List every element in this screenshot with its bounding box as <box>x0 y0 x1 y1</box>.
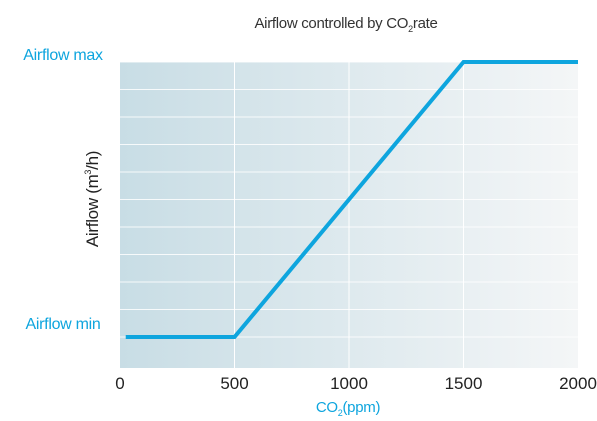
x-tick-label: 1000 <box>330 374 368 393</box>
x-axis-label-subscript: 2 <box>338 408 343 418</box>
airflow-series-line <box>125 60 578 339</box>
y-axis-label-tail: /h) <box>83 151 102 170</box>
vertical-gridlines <box>234 62 464 368</box>
chart-title-tail: rate <box>413 15 438 32</box>
x-tick-label: 0 <box>115 374 124 393</box>
y-axis-label-superscript: 3 <box>83 170 93 175</box>
y-axis-label: Airflow (m3/h) <box>83 151 102 247</box>
x-axis-label: CO2(ppm) <box>316 399 381 418</box>
chart-title: Airflow controlled by CO2rate <box>254 15 437 34</box>
x-tick-label: 1500 <box>445 374 483 393</box>
x-axis-label-tail: (ppm) <box>342 399 380 416</box>
airflow-min-label: Airflow min <box>26 316 101 333</box>
x-tick-label: 500 <box>220 374 248 393</box>
x-tick-label: 2000 <box>559 374 597 393</box>
chart-title-subscript: 2 <box>408 24 413 34</box>
x-axis-label-main: CO <box>316 399 338 416</box>
x-tick-labels: 0 500 1000 1500 2000 <box>115 374 597 393</box>
airflow-max-label: Airflow max <box>23 47 103 64</box>
y-axis-label-main: Airflow (m <box>83 174 102 247</box>
chart-title-main: Airflow controlled by CO <box>254 15 408 32</box>
